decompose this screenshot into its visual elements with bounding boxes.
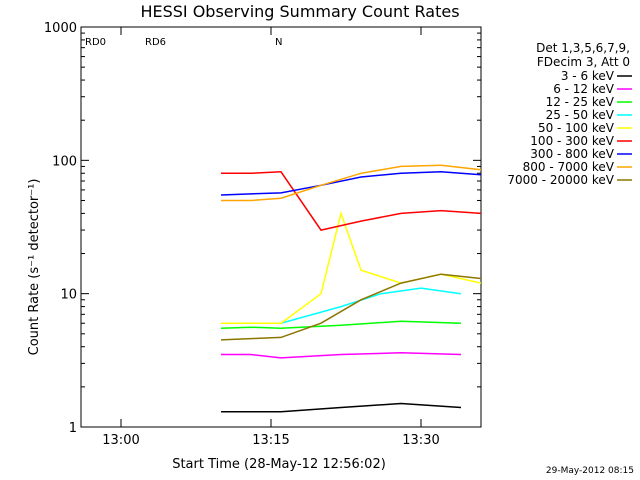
- y-tick-label: 10: [60, 288, 77, 303]
- series-line: [220, 320, 462, 330]
- y-tick-label: 1000: [44, 21, 77, 36]
- series-line: [221, 210, 482, 324]
- legend-label: 300 - 800 keV: [530, 147, 614, 161]
- legend-label: 6 - 12 keV: [553, 82, 615, 96]
- plot-frame: [80, 26, 482, 428]
- y-axis-label: Count Rate (s⁻¹ detector⁻¹): [27, 179, 42, 356]
- x-tick-label: 13:15: [252, 433, 289, 448]
- annotation-label: RD0: [85, 37, 106, 48]
- y-tick-label: 1: [69, 421, 77, 436]
- legend-label: 7000 - 20000 keV: [507, 173, 614, 187]
- x-axis-label: Start Time (28-May-12 12:56:02): [172, 457, 386, 472]
- legend: Det 1,3,5,6,7,9, FDecim 3, Att 0 3 - 6 k…: [507, 41, 632, 187]
- series-line: [221, 402, 462, 413]
- chart-title: HESSI Observing Summary Count Rates: [140, 2, 459, 21]
- annotation-label: RD6: [145, 37, 166, 48]
- legend-label: 800 - 7000 keV: [523, 160, 615, 174]
- x-tick-label: 13:00: [102, 433, 139, 448]
- x-tick-label: 13:30: [402, 433, 439, 448]
- legend-header-2: FDecim 3, Att 0: [537, 55, 630, 69]
- legend-label: 100 - 300 keV: [530, 134, 614, 148]
- series-layer: [220, 164, 482, 413]
- timestamp: 29-May-2012 08:15: [546, 466, 634, 476]
- legend-label: 50 - 100 keV: [538, 121, 615, 135]
- annotations-layer: N RD0 RD6: [85, 37, 282, 48]
- series-line: [220, 273, 482, 341]
- annotation-label: N: [275, 37, 282, 48]
- axis-ticks: 13:00 13:15 13:30 1 10 100 1000: [44, 21, 481, 448]
- series-line: [221, 352, 462, 359]
- legend-header-1: Det 1,3,5,6,7,9,: [536, 41, 630, 55]
- legend-label: 12 - 25 keV: [546, 95, 615, 109]
- series-line: [221, 171, 482, 231]
- y-tick-label: 100: [52, 154, 77, 169]
- series-line: [221, 164, 482, 202]
- series-line: [220, 171, 482, 196]
- legend-label: 25 - 50 keV: [546, 108, 615, 122]
- legend-label: 3 - 6 keV: [561, 69, 615, 83]
- series-line: [221, 287, 462, 324]
